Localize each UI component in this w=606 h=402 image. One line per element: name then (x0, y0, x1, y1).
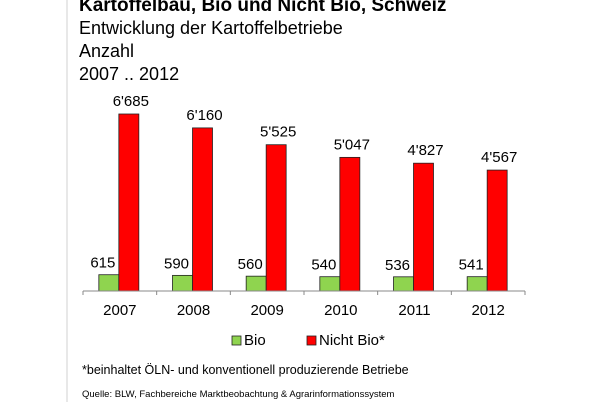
bar-bio-2011 (393, 276, 414, 292)
bar-nicht-bio-2010 (339, 156, 361, 292)
panel-border (66, 0, 68, 402)
data-label: 540 (311, 257, 336, 274)
data-label: 615 (90, 255, 115, 272)
legend-label: Bio (244, 332, 266, 349)
data-label: 4'567 (481, 149, 517, 166)
data-label: 5'047 (334, 136, 370, 153)
x-tick-label: 2008 (177, 302, 210, 319)
legend-swatch-bio (231, 335, 242, 346)
source-note: Quelle: BLW, Fachbereiche Marktbeobachtu… (82, 389, 395, 400)
data-label: 590 (164, 255, 189, 272)
x-tick-label: 2007 (103, 302, 136, 319)
bar-bio-2009 (245, 275, 267, 292)
data-label: 536 (385, 257, 410, 274)
bar-bio-2007 (98, 274, 120, 292)
data-label: 6'685 (113, 93, 149, 110)
x-tick-label: 2012 (471, 302, 504, 319)
bar-nicht-bio-2011 (413, 162, 434, 292)
data-label: 6'160 (186, 107, 222, 124)
bar-nicht-bio-2012 (486, 169, 508, 292)
bar-nicht-bio-2007 (118, 113, 140, 292)
x-tick-label: 2009 (250, 302, 283, 319)
bar-bio-2012 (466, 276, 488, 292)
bar-nicht-bio-2008 (192, 127, 213, 292)
bar-bio-2008 (172, 274, 193, 292)
chart-title: Kartoffelbau, Bio und Nicht Bio, Schweiz (79, 0, 447, 16)
period-label: 2007 .. 2012 (79, 64, 180, 84)
chart-subtitle: Entwicklung der Kartoffelbetriebe (79, 18, 343, 38)
bar-bio-2010 (319, 276, 341, 292)
data-label: 5'525 (260, 124, 296, 141)
legend-swatch-nicht-bio (306, 335, 317, 346)
x-tick-label: 2011 (398, 302, 430, 319)
data-label: 560 (238, 256, 263, 273)
data-label: 4'827 (407, 142, 443, 159)
data-label: 541 (459, 257, 484, 274)
unit-label: Anzahl (79, 41, 135, 61)
footnote: *beinhaltet ÖLN- und konventionell produ… (82, 363, 409, 377)
bar-nicht-bio-2009 (265, 144, 287, 292)
legend-label: Nicht Bio* (319, 332, 385, 349)
x-tick-label: 2010 (324, 302, 357, 319)
